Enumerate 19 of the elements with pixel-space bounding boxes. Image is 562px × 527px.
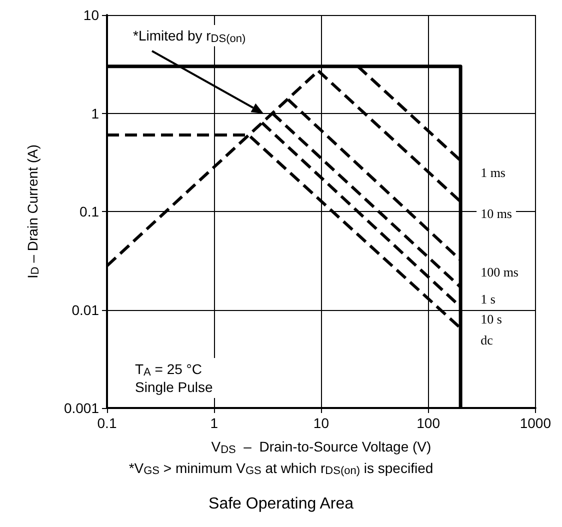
y-axis-title: ID – Drain Current (A) xyxy=(24,144,42,278)
x-tick-label: 0.1 xyxy=(97,415,117,431)
series-label: 10 s xyxy=(480,311,502,326)
series-label: 1 s xyxy=(480,292,496,307)
x-tick-label: 100 xyxy=(416,415,440,431)
y-tick-label: 0.001 xyxy=(64,400,100,416)
y-tick-label: 0.1 xyxy=(80,204,100,220)
series-label: 1 ms xyxy=(480,165,506,180)
series-label: 10 ms xyxy=(480,206,512,222)
series-label: dc xyxy=(480,332,494,348)
x-tick-label: 1 xyxy=(210,415,218,431)
series-label: 100 ms xyxy=(480,264,518,280)
annotation: Single Pulse xyxy=(135,379,214,395)
text: Safe Operating Area xyxy=(208,496,354,512)
y-tick-label: 1 xyxy=(91,105,100,122)
x-tick-label: 1000 xyxy=(520,415,552,431)
y-tick-label: 0.01 xyxy=(72,302,100,318)
x-tick-label: 10 xyxy=(313,415,330,431)
y-tick-label: 10 xyxy=(83,7,100,23)
